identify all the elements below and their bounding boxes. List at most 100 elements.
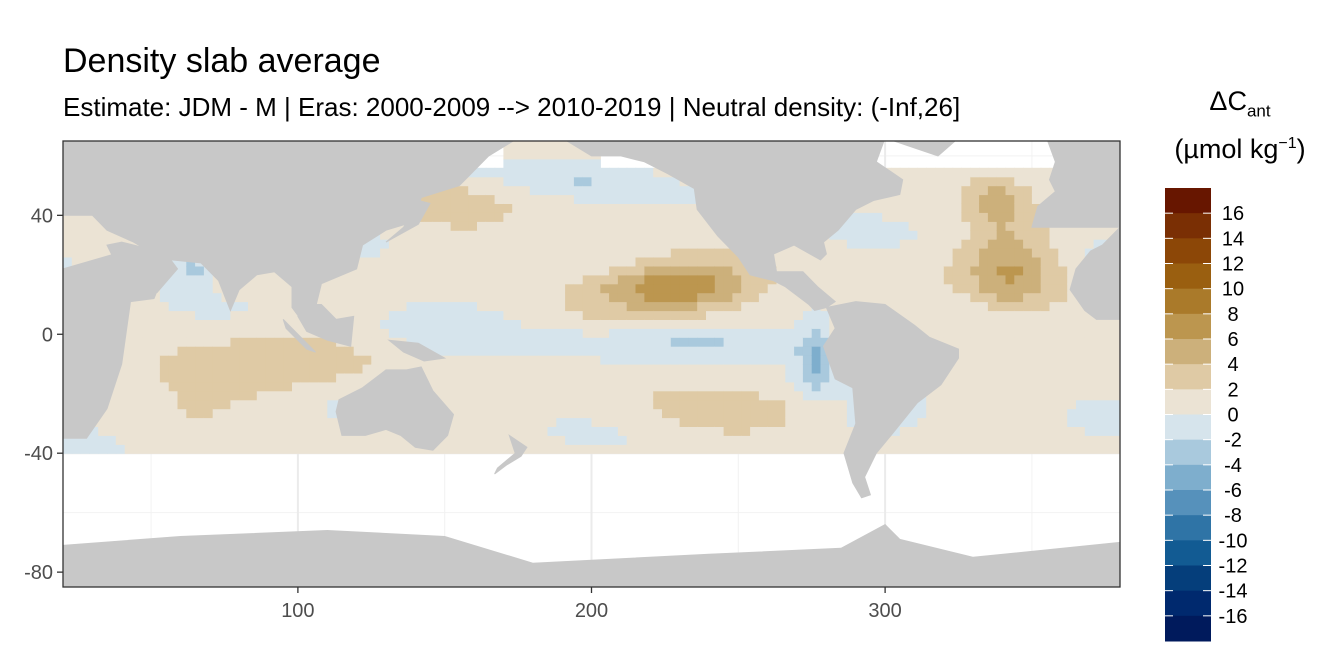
ocean-cell (1031, 194, 1042, 204)
ocean-cell (353, 265, 364, 276)
ocean-cell (133, 444, 143, 454)
ocean-cell (802, 426, 813, 436)
ocean-cell (829, 390, 839, 401)
ocean-cell (926, 390, 936, 401)
ocean-cell (1040, 346, 1051, 356)
ocean-cell (159, 381, 170, 392)
ocean-cell (380, 274, 390, 285)
ocean-cell (221, 417, 231, 427)
ocean-cell (617, 265, 628, 276)
ocean-cell (212, 346, 223, 356)
ocean-cell (195, 274, 205, 285)
ocean-cell (706, 381, 716, 392)
ocean-cell (283, 408, 293, 419)
ocean-cell (1023, 212, 1033, 222)
ocean-cell (468, 301, 478, 312)
ocean-cell (177, 301, 187, 312)
ocean-cell (750, 301, 760, 312)
ocean-cell (265, 292, 275, 303)
colorbar-label: 2 (1227, 379, 1238, 401)
ocean-cell (864, 292, 874, 303)
ocean-cell (459, 283, 469, 294)
ocean-cell (1076, 328, 1086, 338)
ocean-cell (1111, 319, 1120, 329)
ocean-cell (477, 230, 487, 240)
ocean-cell (1040, 310, 1051, 320)
ocean-cell (714, 372, 725, 383)
ocean-cell (996, 176, 1007, 187)
ocean-cell (230, 381, 240, 392)
ocean-cell (380, 239, 390, 249)
ocean-cell (230, 319, 240, 329)
ocean-cell (794, 301, 804, 312)
ocean-cell (635, 283, 645, 294)
ocean-cell (538, 248, 549, 258)
ocean-cell (450, 274, 460, 285)
ocean-cell (512, 212, 522, 222)
ocean-cell (626, 230, 637, 240)
ocean-cell (653, 381, 663, 392)
ocean-cell (820, 444, 830, 454)
ocean-cell (318, 355, 328, 365)
ocean-cell (1049, 265, 1059, 276)
ocean-cell (468, 319, 478, 329)
ocean-cell (776, 337, 786, 347)
ocean-cell (512, 355, 522, 365)
ocean-cell (670, 194, 681, 204)
ocean-cell (679, 212, 689, 222)
ocean-cell (732, 257, 742, 267)
ocean-cell (186, 390, 196, 401)
ocean-cell (679, 310, 689, 320)
ocean-cell (582, 346, 593, 356)
ocean-cell (477, 355, 487, 365)
ocean-cell (979, 364, 989, 374)
ocean-cell (573, 346, 584, 356)
colorbar-label: 12 (1222, 254, 1244, 276)
ocean-cell (917, 399, 927, 410)
ocean-cell (1005, 364, 1015, 374)
ocean-cell (1040, 239, 1051, 249)
ocean-cell (758, 390, 769, 401)
ocean-cell (353, 301, 364, 312)
ocean-cell (961, 426, 971, 436)
ocean-cell (203, 310, 214, 320)
ocean-cell (336, 444, 346, 454)
ocean-cell (1049, 239, 1059, 249)
ocean-cell (336, 435, 346, 445)
ocean-cell (380, 337, 390, 347)
ocean-cell (943, 444, 954, 454)
ocean-cell (653, 346, 663, 356)
ocean-cell (573, 444, 584, 454)
ocean-cell (503, 310, 513, 320)
ocean-cell (1076, 239, 1086, 249)
ocean-cell (309, 364, 319, 374)
ocean-cell (133, 310, 143, 320)
ocean-cell (600, 274, 610, 285)
ocean-cell (987, 194, 998, 204)
ocean-cell (891, 194, 901, 204)
ocean-cell (283, 435, 293, 445)
ocean-cell (424, 292, 434, 303)
ocean-cell (811, 372, 822, 383)
ocean-cell (133, 337, 143, 347)
ocean-cell (503, 417, 513, 427)
ocean-cell (1058, 444, 1068, 454)
ocean-cell (142, 381, 152, 392)
ocean-cell (662, 346, 672, 356)
ocean-cell (529, 203, 540, 213)
ocean-cell (151, 426, 161, 436)
ocean-cell (248, 274, 258, 285)
ocean-cell (521, 283, 531, 294)
ocean-cell (697, 265, 707, 276)
ocean-cell (468, 444, 478, 454)
ocean-cell (1049, 444, 1059, 454)
ocean-cell (679, 426, 689, 436)
ocean-cell (1005, 212, 1015, 222)
ocean-cell (1023, 310, 1033, 320)
ocean-cell (265, 337, 275, 347)
ocean-cell (662, 408, 672, 419)
ocean-cell (556, 203, 566, 213)
ocean-cell (838, 381, 848, 392)
ocean-cell (450, 203, 460, 213)
